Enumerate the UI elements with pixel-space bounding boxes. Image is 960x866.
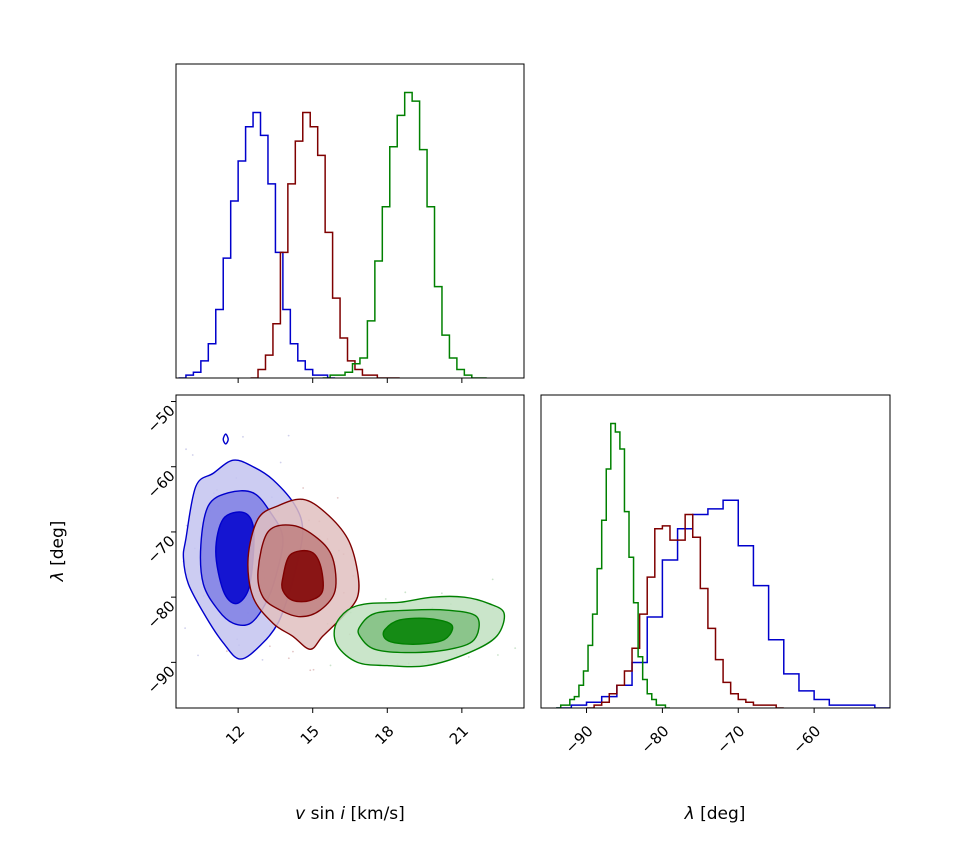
x-tick-label: 12 — [222, 722, 248, 748]
scatter-point — [440, 592, 443, 595]
scatter-point — [261, 659, 264, 661]
vsini-label-v: v — [295, 804, 306, 824]
joint-frame — [175, 394, 525, 709]
lambda-symbol: λ — [684, 804, 695, 824]
joint-xticks: 12 15 18 21 — [222, 708, 472, 748]
vsini-histogram-frame — [175, 63, 525, 379]
scatter-point — [514, 647, 517, 650]
scatter-point — [191, 454, 194, 456]
scatter-point — [546, 637, 548, 639]
x-tick-label: −90 — [562, 722, 597, 757]
scatter-point — [242, 435, 244, 438]
y-tick-label: −70 — [144, 532, 179, 567]
lambda-unit: [deg] — [48, 521, 68, 572]
contour-blue-island — [222, 433, 229, 445]
lambda-histogram-xticks: −90 −80 −70 −60 — [562, 708, 824, 757]
scatter-point — [329, 664, 332, 667]
scatter-point — [279, 461, 282, 464]
scatter-point — [185, 448, 187, 451]
scatter-point — [497, 654, 499, 656]
histogram-step-red — [250, 111, 400, 378]
scatter-point — [197, 654, 199, 657]
scatter-point — [312, 668, 315, 671]
x-tick-label: −70 — [713, 722, 748, 757]
x-tick-label: 15 — [297, 722, 323, 748]
lambda-symbol: λ — [48, 571, 68, 582]
y-tick-label: −60 — [144, 467, 179, 502]
contour-group-green — [333, 595, 506, 668]
x-tick-label: −60 — [789, 722, 824, 757]
y-tick-label: −90 — [144, 662, 179, 697]
vsini-histogram-xticks — [237, 378, 463, 383]
histogram-step-red — [586, 513, 784, 708]
y-tick-label: −50 — [144, 402, 179, 437]
histogram-step-green — [556, 422, 670, 708]
scatter-point — [302, 487, 305, 489]
scatter-point — [404, 591, 407, 594]
scatter-point — [467, 655, 470, 658]
scatter-point — [384, 598, 387, 600]
joint-y-axis-label: λ [deg] — [48, 521, 68, 583]
histogram-step-green — [322, 91, 487, 378]
contour-red-inner — [281, 549, 324, 603]
histogram-step-blue — [556, 499, 890, 708]
contour-group-red — [247, 498, 360, 651]
x-tick-label: −80 — [638, 722, 673, 757]
scatter-point — [491, 578, 494, 581]
vsini-histogram-panel — [175, 63, 525, 383]
lambda-histogram-series — [556, 422, 890, 708]
lambda-unit: [deg] — [695, 804, 746, 824]
scatter-point — [292, 650, 294, 653]
contour-green-inner — [382, 617, 454, 645]
lambda-histogram-x-axis-label: λ [deg] — [684, 804, 746, 824]
joint-yticks: −50 −60 −70 −80 −90 — [144, 401, 179, 697]
scatter-point — [336, 496, 339, 499]
lambda-histogram-frame — [540, 394, 891, 709]
scatter-point — [138, 515, 140, 517]
scatter-point — [268, 645, 271, 648]
vsini-histogram-series — [178, 91, 487, 378]
vsini-label-sin: sin — [305, 804, 340, 824]
scatter-point — [287, 434, 290, 437]
y-tick-label: −80 — [144, 597, 179, 632]
scatter-point — [309, 669, 312, 672]
x-tick-label: 18 — [371, 722, 397, 748]
scatter-point — [287, 657, 290, 660]
joint-x-axis-label: v sin i [km/s] — [295, 804, 405, 824]
scatter-point — [225, 650, 228, 653]
vsini-label-i: i — [340, 804, 345, 824]
histogram-step-blue — [178, 111, 336, 378]
scatter-point — [184, 627, 186, 630]
joint-contour-panel: 12 15 18 21 −50−60−70−80−90 v sin i [km/s] … — [48, 394, 548, 824]
joint-contours — [182, 433, 506, 668]
vsini-label-unit: [km/s] — [345, 804, 405, 824]
lambda-histogram-panel: −90 −80 −70 −60 λ [deg] — [540, 394, 891, 824]
x-tick-label: 21 — [446, 722, 472, 748]
